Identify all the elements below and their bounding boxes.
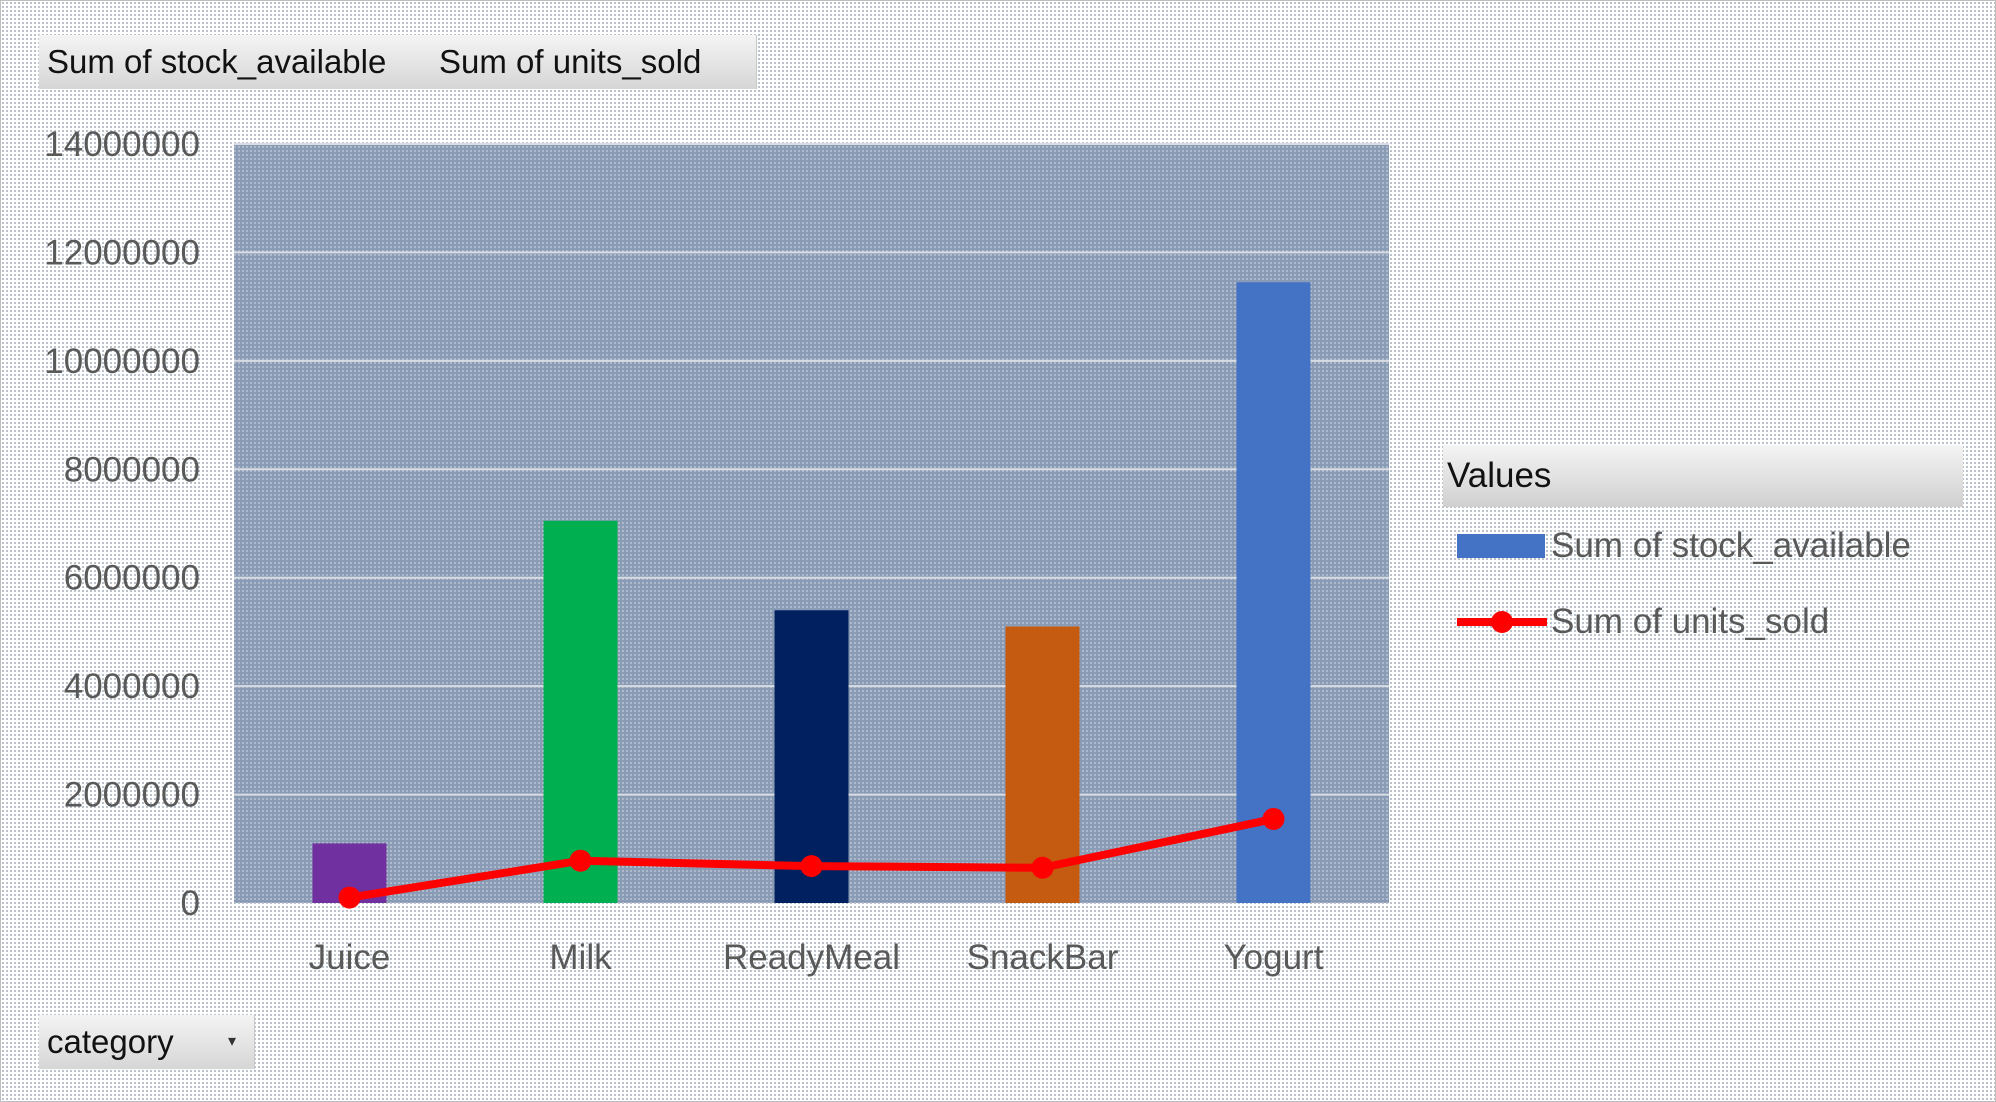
x-tick-label: Yogurt: [1224, 938, 1324, 977]
axis-field-label: category: [47, 1023, 174, 1060]
bar-yogurt: [1236, 282, 1311, 903]
units-sold-point-milk: [569, 849, 592, 872]
dropdown-arrow-icon[interactable]: ▾: [227, 1033, 236, 1050]
y-tick-label: 4000000: [64, 667, 200, 706]
legend-title: Values: [1443, 445, 1963, 507]
units-sold-point-snackbar: [1031, 856, 1054, 879]
values-field-button-stock[interactable]: Sum of stock_available: [39, 35, 439, 89]
x-tick-label: Juice: [309, 938, 391, 977]
bar-readymeal: [774, 610, 849, 903]
x-tick-label: SnackBar: [967, 938, 1119, 977]
y-tick-label: 10000000: [44, 342, 200, 381]
axis-field-button-category[interactable]: category ▾: [39, 1015, 255, 1069]
units-sold-point-juice: [338, 886, 361, 909]
y-tick-label: 8000000: [64, 450, 200, 489]
y-tick-label: 6000000: [64, 559, 200, 598]
legend-bar-swatch: [1457, 534, 1545, 558]
y-tick-label: 2000000: [64, 776, 200, 815]
legend-item-units: Sum of units_sold: [1457, 597, 1963, 647]
bar-milk: [543, 520, 618, 903]
legend: Values Sum of stock_available Sum of uni…: [1443, 445, 1963, 695]
legend-line-swatch: [1457, 611, 1547, 633]
legend-item-stock: Sum of stock_available: [1457, 521, 1963, 571]
x-tick-label: ReadyMeal: [723, 938, 900, 977]
units-sold-point-readymeal: [800, 855, 823, 878]
y-tick-label: 12000000: [44, 233, 200, 272]
units-sold-point-yogurt: [1262, 807, 1285, 830]
y-tick-label: 0: [181, 884, 200, 923]
legend-label-stock: Sum of stock_available: [1551, 526, 1911, 565]
legend-label-units: Sum of units_sold: [1551, 602, 1830, 641]
x-tick-label: Milk: [549, 938, 612, 977]
y-tick-label: 14000000: [44, 125, 200, 164]
values-field-button-units[interactable]: Sum of units_sold: [431, 35, 757, 89]
